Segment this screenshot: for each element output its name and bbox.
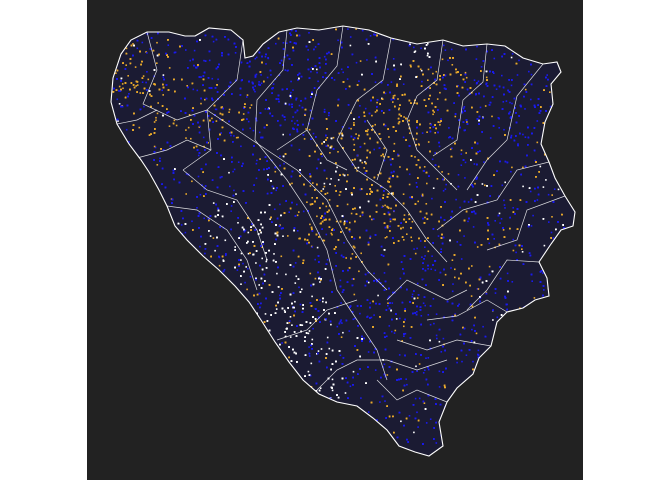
municipality-borders xyxy=(116,26,566,403)
municipality-border xyxy=(316,359,448,391)
municipality-border xyxy=(276,26,344,151)
municipality-border xyxy=(486,195,566,251)
municipality-border xyxy=(276,299,358,341)
municipality-border xyxy=(136,139,212,159)
municipality-border xyxy=(466,63,544,191)
population-dots xyxy=(112,28,566,445)
municipality-border xyxy=(426,299,508,321)
country-outline xyxy=(110,25,576,457)
municipality-border xyxy=(336,37,392,141)
municipality-border xyxy=(206,109,388,291)
municipality-border xyxy=(406,95,458,191)
municipality-border xyxy=(386,279,468,301)
ethnic-dot-map xyxy=(110,25,576,457)
municipality-border xyxy=(306,129,348,171)
municipality-border xyxy=(416,39,444,97)
municipality-border xyxy=(396,339,492,351)
country-base-fill xyxy=(111,26,575,456)
map-panel xyxy=(87,0,583,480)
municipality-border xyxy=(336,139,448,263)
municipality-border xyxy=(366,119,388,181)
municipality-border xyxy=(466,259,540,311)
municipality-border xyxy=(436,161,550,231)
country-fill xyxy=(111,26,575,456)
municipality-border xyxy=(142,31,208,121)
municipality-border xyxy=(182,169,268,261)
municipality-border xyxy=(254,139,388,381)
municipality-border xyxy=(432,43,488,157)
municipality-border xyxy=(254,29,288,141)
municipality-border xyxy=(166,205,258,291)
municipality-border xyxy=(376,379,448,403)
municipality-border xyxy=(116,109,158,125)
